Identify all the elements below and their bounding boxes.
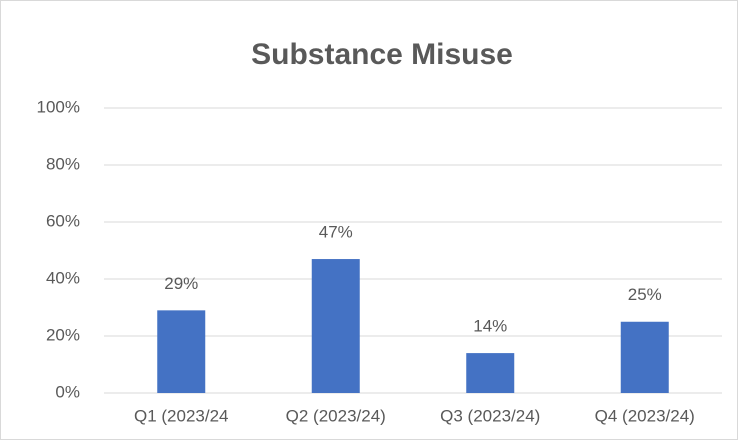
y-tick-label: 0% bbox=[55, 382, 80, 401]
chart-title: Substance Misuse bbox=[251, 38, 513, 71]
x-tick-label: Q4 (2023/24) bbox=[595, 406, 695, 425]
data-label: 47% bbox=[319, 223, 353, 242]
y-tick-label: 100% bbox=[37, 97, 80, 116]
y-tick-label: 80% bbox=[46, 154, 80, 173]
data-label: 29% bbox=[164, 274, 198, 293]
y-tick-label: 20% bbox=[46, 325, 80, 344]
data-label: 25% bbox=[628, 285, 662, 304]
x-tick-label: Q2 (2023/24) bbox=[286, 406, 386, 425]
x-tick-label: Q1 (2023/24 bbox=[134, 406, 229, 425]
y-tick-label: 60% bbox=[46, 211, 80, 230]
bar bbox=[620, 321, 669, 393]
x-tick-label: Q3 (2023/24) bbox=[440, 406, 540, 425]
bar bbox=[311, 259, 360, 393]
data-label: 14% bbox=[473, 317, 507, 336]
bar bbox=[157, 310, 206, 393]
bar bbox=[466, 353, 515, 393]
y-tick-label: 40% bbox=[46, 268, 80, 287]
